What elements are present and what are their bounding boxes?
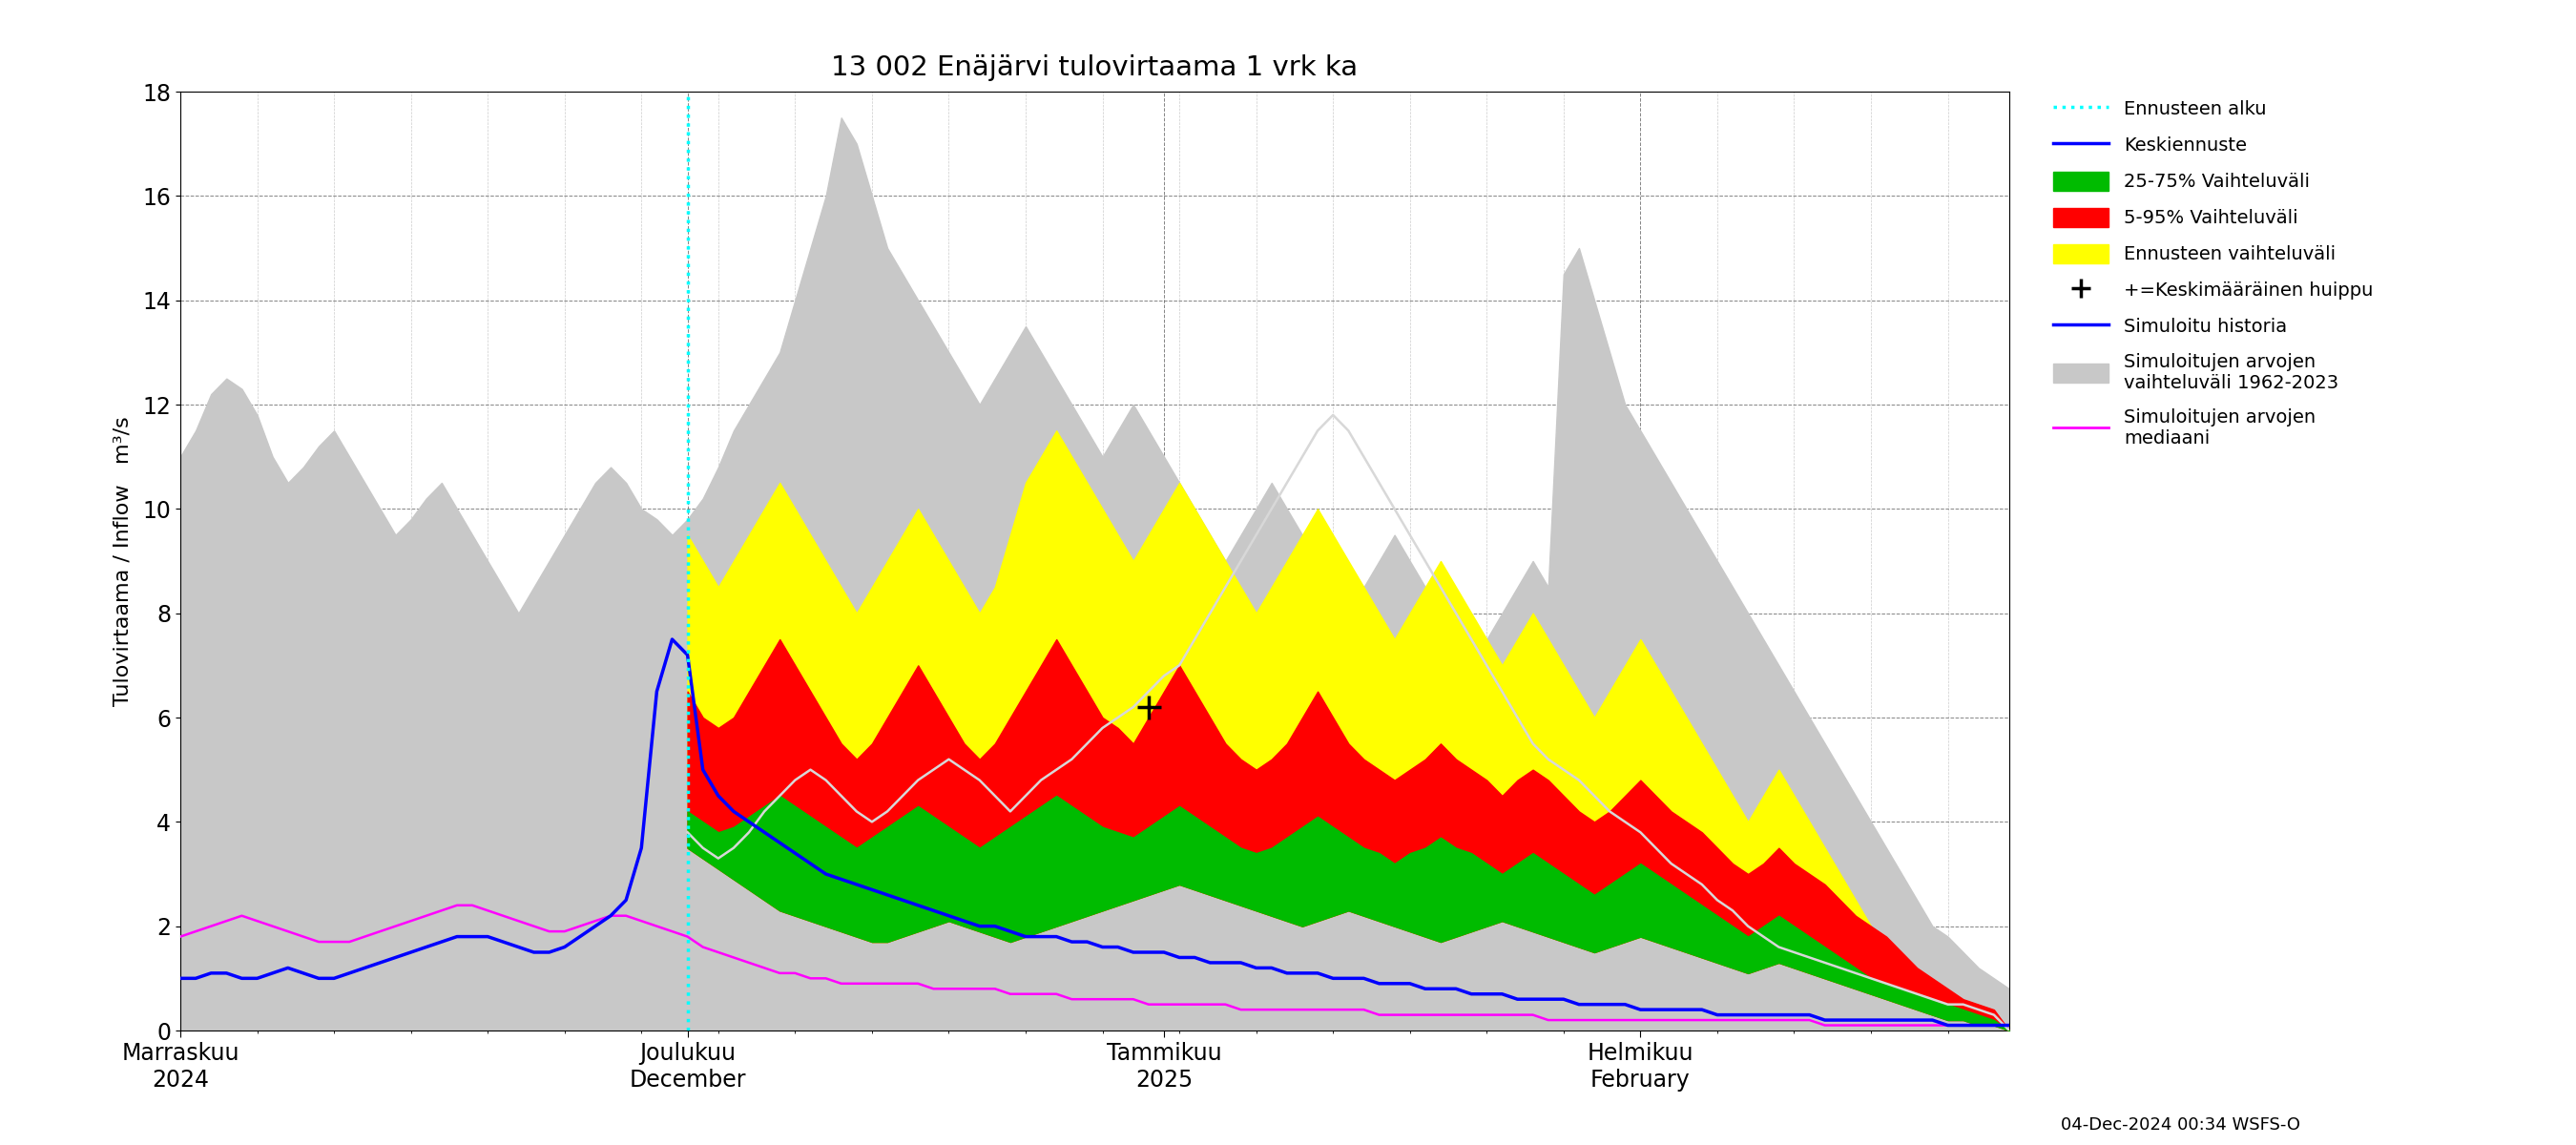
Text: 04-Dec-2024 00:34 WSFS-O: 04-Dec-2024 00:34 WSFS-O [2061, 1116, 2300, 1134]
Legend: Ennusteen alku, Keskiennuste, 25-75% Vaihteluväli, 5-95% Vaihteluväli, Ennusteen: Ennusteen alku, Keskiennuste, 25-75% Vai… [2045, 92, 2380, 456]
Title: 13 002 Enäjärvi tulovirtaama 1 vrk ka: 13 002 Enäjärvi tulovirtaama 1 vrk ka [832, 55, 1358, 81]
Y-axis label: Tulovirtaama / Inflow   m³/s: Tulovirtaama / Inflow m³/s [113, 416, 131, 706]
